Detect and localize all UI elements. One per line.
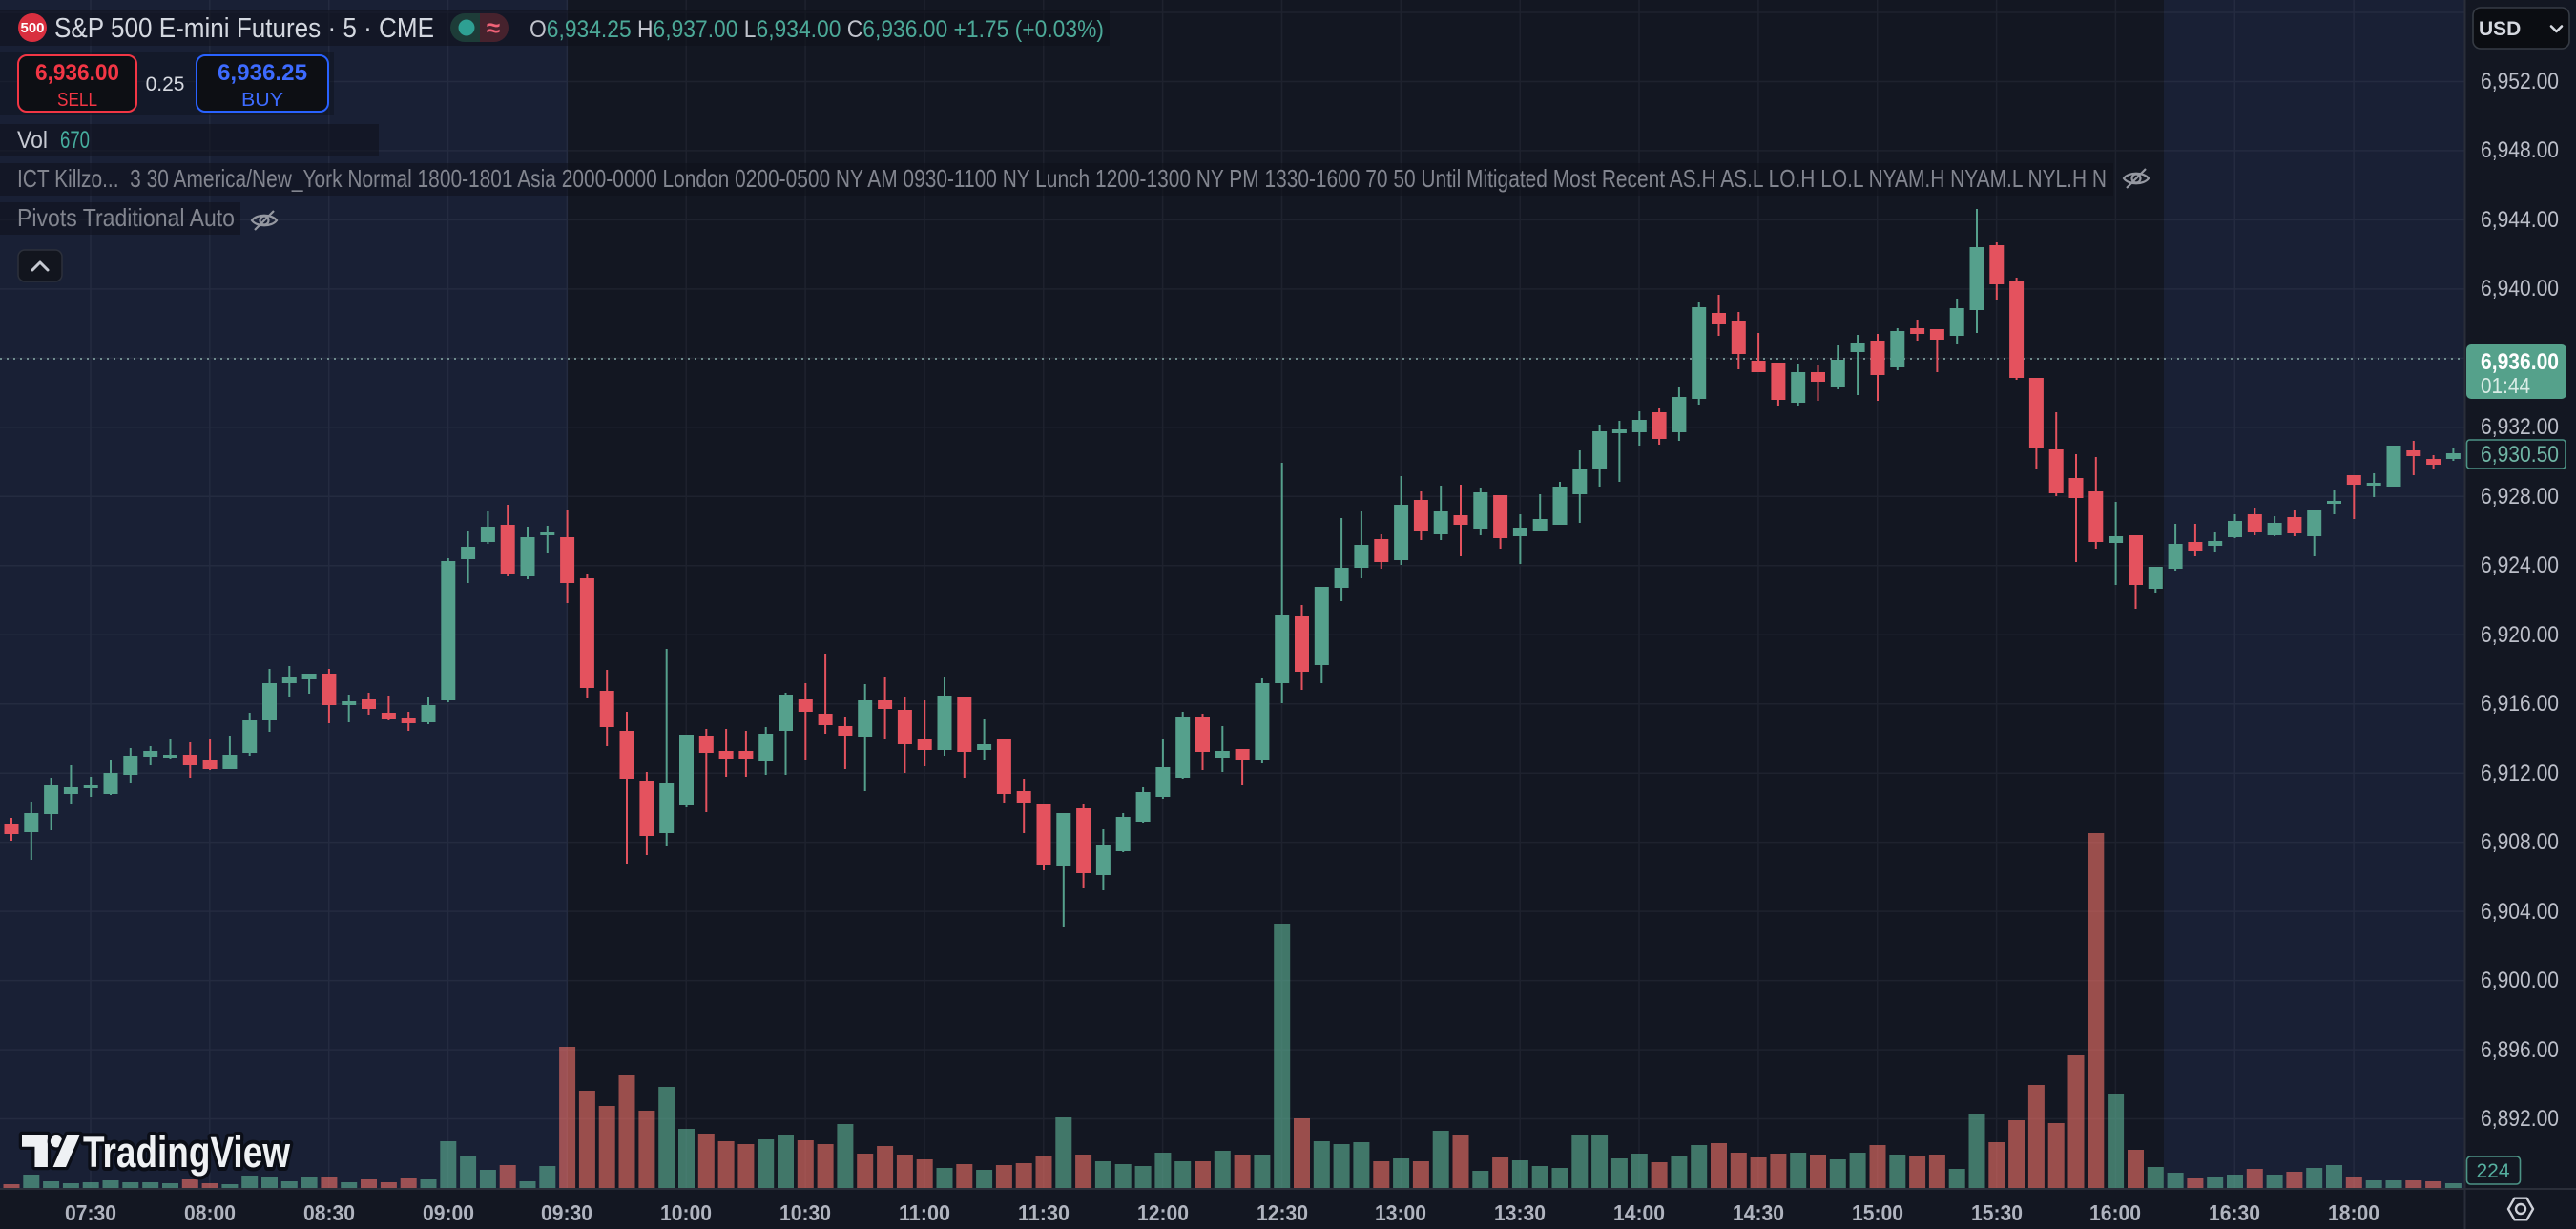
svg-text:16:00: 16:00 <box>2089 1200 2141 1225</box>
svg-text:6,928.00: 6,928.00 <box>2481 484 2559 510</box>
svg-text:Vol: Vol <box>17 127 48 154</box>
svg-text:6,908.00: 6,908.00 <box>2481 829 2559 855</box>
svg-text:USD: USD <box>2479 18 2521 40</box>
svg-text:6,936.00: 6,936.00 <box>35 60 119 86</box>
svg-text:01:44: 01:44 <box>2481 373 2530 398</box>
svg-text:11:30: 11:30 <box>1018 1200 1070 1225</box>
svg-text:11:00: 11:00 <box>899 1200 950 1225</box>
svg-text:ICT Killzo... 3 30 America/Ne: ICT Killzo... 3 30 America/New_York Norm… <box>17 164 2107 193</box>
svg-text:6,920.00: 6,920.00 <box>2481 622 2559 648</box>
svg-text:6,936.00: 6,936.00 <box>2481 349 2559 375</box>
svg-text:10:30: 10:30 <box>779 1200 831 1225</box>
svg-text:SELL: SELL <box>57 90 97 111</box>
svg-text:14:00: 14:00 <box>1613 1200 1665 1225</box>
svg-text:6,916.00: 6,916.00 <box>2481 691 2559 717</box>
svg-text:15:30: 15:30 <box>1971 1200 2023 1225</box>
svg-text:6,952.00: 6,952.00 <box>2481 69 2559 94</box>
svg-text:6,936.25: 6,936.25 <box>218 60 307 86</box>
svg-text:6,944.00: 6,944.00 <box>2481 207 2559 233</box>
svg-text:S&P 500 E-mini Futures · 5 · C: S&P 500 E-mini Futures · 5 · CME <box>54 13 434 44</box>
svg-text:6,900.00: 6,900.00 <box>2481 968 2559 993</box>
svg-text:6,930.50: 6,930.50 <box>2481 442 2559 468</box>
svg-text:12:00: 12:00 <box>1137 1200 1189 1225</box>
svg-text:09:00: 09:00 <box>423 1200 474 1225</box>
svg-text:≈: ≈ <box>487 13 500 42</box>
svg-text:Pivots Traditional Auto: Pivots Traditional Auto <box>17 203 235 232</box>
svg-text:0.25: 0.25 <box>146 73 185 95</box>
svg-text:TradingView: TradingView <box>83 1128 291 1177</box>
svg-text:16:30: 16:30 <box>2209 1200 2260 1225</box>
svg-text:6,912.00: 6,912.00 <box>2481 760 2559 786</box>
svg-text:09:30: 09:30 <box>541 1200 592 1225</box>
svg-text:10:00: 10:00 <box>660 1200 712 1225</box>
svg-text:13:30: 13:30 <box>1494 1200 1546 1225</box>
svg-text:6,932.00: 6,932.00 <box>2481 414 2559 440</box>
svg-text:15:00: 15:00 <box>1852 1200 1903 1225</box>
svg-text:BUY: BUY <box>241 90 283 111</box>
svg-text:14:30: 14:30 <box>1733 1200 1784 1225</box>
svg-text:6,904.00: 6,904.00 <box>2481 899 2559 925</box>
svg-text:6,940.00: 6,940.00 <box>2481 276 2559 302</box>
svg-text:224: 224 <box>2477 1160 2510 1182</box>
svg-text:6,924.00: 6,924.00 <box>2481 552 2559 578</box>
svg-text:O6,934.25 H6,937.00 L6,934.00: O6,934.25 H6,937.00 L6,934.00 C6,936.00 … <box>530 16 1104 43</box>
svg-text:670: 670 <box>60 127 90 154</box>
svg-text:08:00: 08:00 <box>184 1200 236 1225</box>
svg-text:6,896.00: 6,896.00 <box>2481 1037 2559 1063</box>
svg-text:12:30: 12:30 <box>1257 1200 1308 1225</box>
svg-text:18:00: 18:00 <box>2328 1200 2379 1225</box>
svg-text:13:00: 13:00 <box>1375 1200 1426 1225</box>
svg-text:6,948.00: 6,948.00 <box>2481 137 2559 163</box>
svg-text:6,892.00: 6,892.00 <box>2481 1106 2559 1132</box>
svg-text:500: 500 <box>20 20 44 36</box>
svg-text:08:30: 08:30 <box>303 1200 355 1225</box>
svg-text:07:30: 07:30 <box>65 1200 116 1225</box>
